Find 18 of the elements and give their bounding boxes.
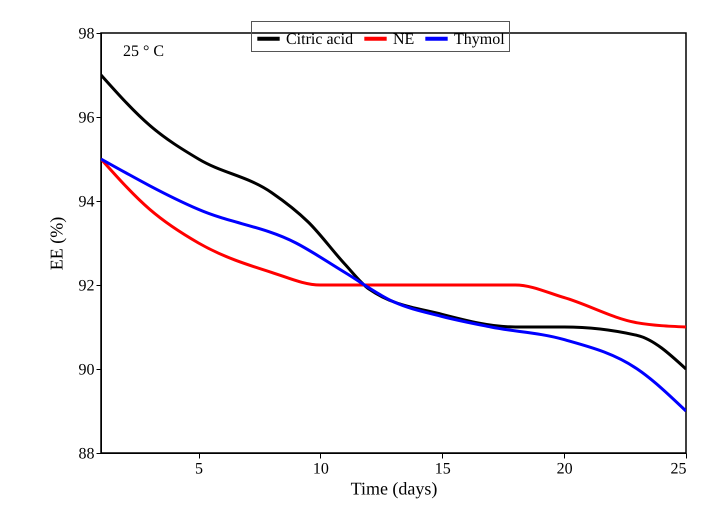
y-tick-label: 92 [78,278,94,294]
y-tick-label: 90 [78,362,94,378]
legend-label: Thymol [454,30,506,48]
x-tick-label: 5 [195,460,203,478]
x-tick-label: 20 [556,460,573,478]
y-tick-label: 98 [78,26,94,42]
legend-label: Citric acid [286,30,354,48]
annotation: 25 ° C [123,43,164,60]
line-series [101,158,686,412]
y-tick-label: 88 [78,446,94,462]
y-tick-label: 96 [78,110,94,126]
x-axis-title: Time (days) [350,478,438,498]
y-axis-title: EE (%) [46,216,66,270]
y-tick-label: 94 [78,194,94,210]
legend-label: NE [393,30,414,48]
x-tick-label: 15 [434,460,451,478]
x-tick-label: 25 [670,460,686,478]
x-tick-label: 10 [312,460,329,478]
